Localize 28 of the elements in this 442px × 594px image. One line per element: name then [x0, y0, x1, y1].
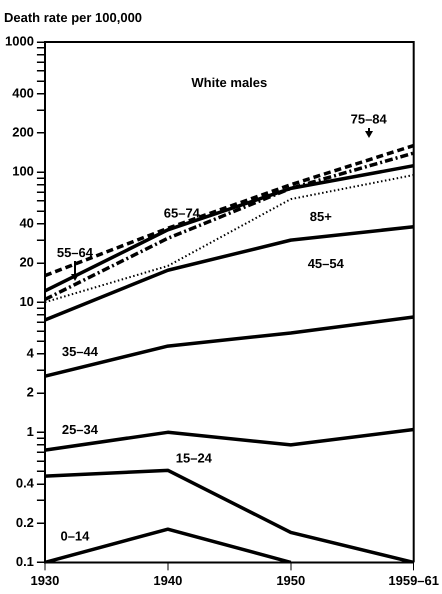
y-tick-label: 0.4 [16, 476, 35, 491]
series-label: 0–14 [60, 528, 90, 544]
y-tick-label: 4 [26, 346, 35, 361]
x-tick-label: 1940 [153, 572, 182, 588]
series-label: 35–44 [62, 344, 99, 360]
y-tick-label: 200 [12, 124, 34, 140]
series-label: 45–54 [308, 256, 345, 272]
text: 75–84 [350, 112, 388, 127]
x-tick-label: 1950 [276, 572, 306, 588]
y-axis-title: Death rate per 100,000 [4, 10, 142, 25]
y-tick-label: 20 [19, 254, 34, 270]
y-tick-label: 40 [19, 215, 34, 230]
y-tick-label: 0.2 [16, 514, 34, 530]
y-tick-label: 2 [26, 384, 34, 400]
y-tick-label: 400 [12, 85, 34, 100]
y-tick-label: 1 [26, 424, 34, 439]
series-label: 15–24 [176, 450, 213, 466]
series-label: 65–74 [164, 205, 201, 220]
series-label: 85+ [310, 209, 332, 224]
y-tick-label: 100 [12, 164, 34, 179]
y-tick-label: 0.1 [16, 554, 34, 569]
x-tick-label: 1930 [30, 572, 60, 588]
annotation: White males [191, 75, 268, 90]
y-tick-label: 10 [19, 294, 34, 309]
series-label: 25–34 [62, 422, 99, 438]
series-label: 55–64 [56, 244, 94, 260]
y-tick-label: 1000 [5, 34, 34, 49]
x-tick-label: 1959–61 [388, 572, 440, 588]
